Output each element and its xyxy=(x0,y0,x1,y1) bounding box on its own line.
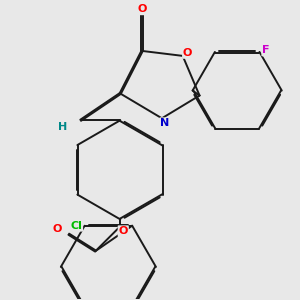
Text: O: O xyxy=(137,4,147,14)
Text: Cl: Cl xyxy=(70,221,82,231)
Text: O: O xyxy=(118,226,128,236)
Text: H: H xyxy=(58,122,68,132)
Text: O: O xyxy=(183,48,192,58)
Text: O: O xyxy=(52,224,62,234)
Text: N: N xyxy=(160,118,170,128)
Text: F: F xyxy=(262,46,270,56)
